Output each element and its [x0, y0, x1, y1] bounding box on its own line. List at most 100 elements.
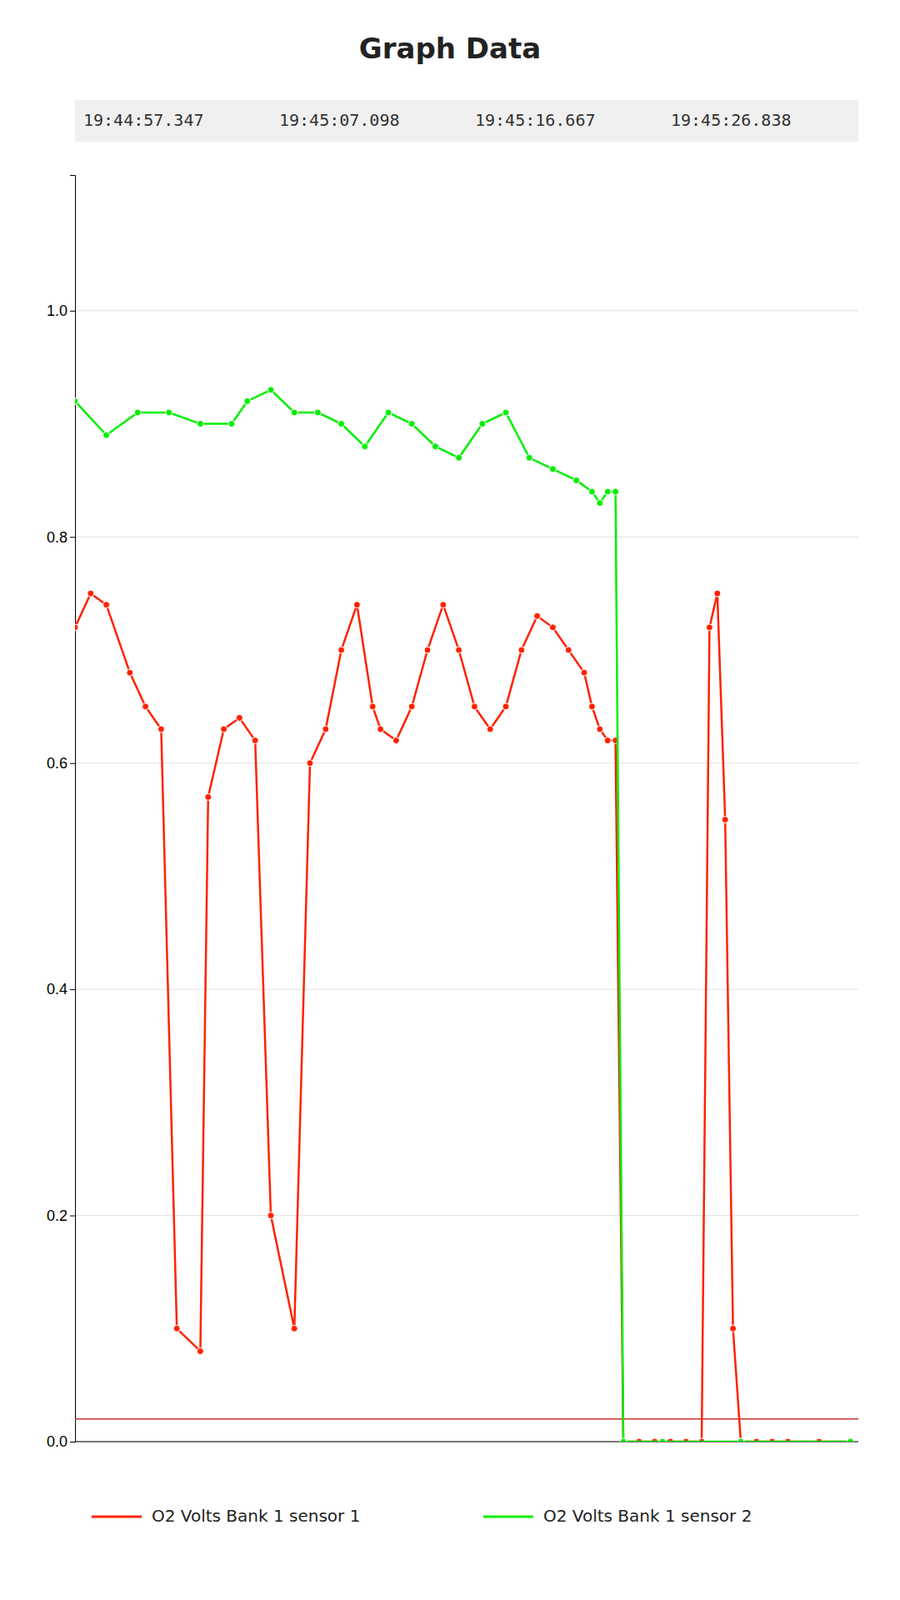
point [228, 420, 235, 428]
point [235, 714, 243, 721]
y-tick: 0.6 [46, 755, 75, 772]
grid-line [75, 536, 859, 538]
point [157, 725, 165, 733]
point [392, 737, 400, 745]
y-tick: 0.0 [46, 1433, 75, 1450]
grid [75, 310, 859, 1442]
point [251, 737, 259, 745]
point [126, 669, 134, 676]
marks [75, 386, 859, 1442]
legend-label: O2 Volts Bank 1 sensor 2 [543, 1505, 752, 1526]
y-tick: 0.2 [46, 1207, 75, 1225]
point [659, 1438, 666, 1442]
point [369, 703, 376, 710]
point [486, 725, 494, 733]
point [290, 409, 298, 416]
point [75, 397, 79, 405]
point [220, 725, 228, 733]
timestamp-bar [75, 100, 859, 142]
point [565, 646, 572, 654]
point [612, 488, 620, 495]
point [385, 409, 392, 416]
y-tick-label: 1.0 [46, 302, 68, 320]
grid-line [75, 310, 859, 311]
point [173, 1325, 180, 1332]
point [306, 760, 314, 767]
legend-entry: O2 Volts Bank 1 sensor 2 [483, 1505, 752, 1526]
y-tick-label: 0.8 [46, 529, 68, 546]
y-tick-mark [70, 1441, 75, 1443]
point [470, 703, 478, 710]
point [103, 431, 110, 439]
point [534, 612, 541, 620]
grid-line [75, 762, 859, 764]
point [737, 1438, 745, 1442]
timestamp-header: 19:44:57.347 19:45:07.098 19:45:16.667 19:4… [75, 100, 859, 142]
y-tick-mark [70, 536, 75, 538]
grid-line [75, 989, 859, 990]
point [244, 397, 251, 405]
y-tick-mark [70, 310, 75, 312]
point [518, 646, 525, 654]
timestamp: 19:45:16.667 [475, 110, 596, 130]
point [103, 601, 110, 609]
legend-swatch [483, 1515, 534, 1519]
grid-line [75, 1215, 859, 1216]
point [322, 725, 330, 733]
point [408, 703, 415, 710]
point [604, 488, 611, 495]
point [847, 1438, 855, 1442]
point [604, 737, 611, 745]
y-tick: 0.4 [46, 980, 75, 998]
point [142, 703, 150, 710]
point [314, 409, 321, 416]
point [408, 420, 415, 428]
point [737, 1438, 745, 1442]
timestamp: 19:45:07.098 [279, 110, 400, 130]
point [588, 488, 595, 495]
legend-label: O2 Volts Bank 1 sensor 1 [151, 1505, 360, 1526]
y-axis-line [70, 175, 76, 1443]
point [196, 420, 204, 428]
series-line [75, 593, 851, 1442]
point [620, 1438, 627, 1442]
point [847, 1438, 855, 1442]
point [479, 420, 486, 428]
point [440, 601, 447, 609]
y-tick-mark [70, 1215, 75, 1217]
point [573, 476, 580, 484]
reference-line [75, 1418, 859, 1420]
point [267, 1212, 275, 1220]
series [75, 386, 855, 1442]
point [502, 409, 510, 416]
timestamp: 19:45:26.838 [670, 110, 792, 130]
point [431, 443, 439, 450]
chart: Graph Data19:44:57.34719:45:07.09819:45:… [0, 0, 900, 1600]
point [705, 624, 713, 631]
point [361, 443, 369, 450]
point [620, 1438, 627, 1442]
timestamp: 19:44:57.347 [83, 110, 205, 130]
point [338, 420, 345, 428]
series-line [75, 390, 851, 1442]
point [596, 725, 604, 733]
y-tick: 1.0 [46, 302, 75, 320]
legend: O2 Volts Bank 1 sensor 1 O2 Volts Bank 1 … [91, 1505, 752, 1526]
y-axis: 0.0 0.2 0.4 0.6 0.8 1.0 [46, 175, 76, 1451]
point [455, 454, 463, 461]
point [205, 793, 212, 800]
point [525, 454, 533, 461]
point [134, 409, 141, 416]
point [580, 669, 588, 676]
y-tick-mark [70, 763, 75, 765]
point [290, 1325, 298, 1332]
point [721, 816, 729, 824]
legend-entry: O2 Volts Bank 1 sensor 1 [91, 1505, 360, 1526]
point [549, 465, 556, 473]
point [75, 624, 79, 631]
point [377, 725, 385, 733]
point [424, 646, 431, 654]
y-tick-label: 0.6 [46, 755, 68, 772]
point [714, 590, 721, 597]
legend-swatch [91, 1515, 142, 1519]
